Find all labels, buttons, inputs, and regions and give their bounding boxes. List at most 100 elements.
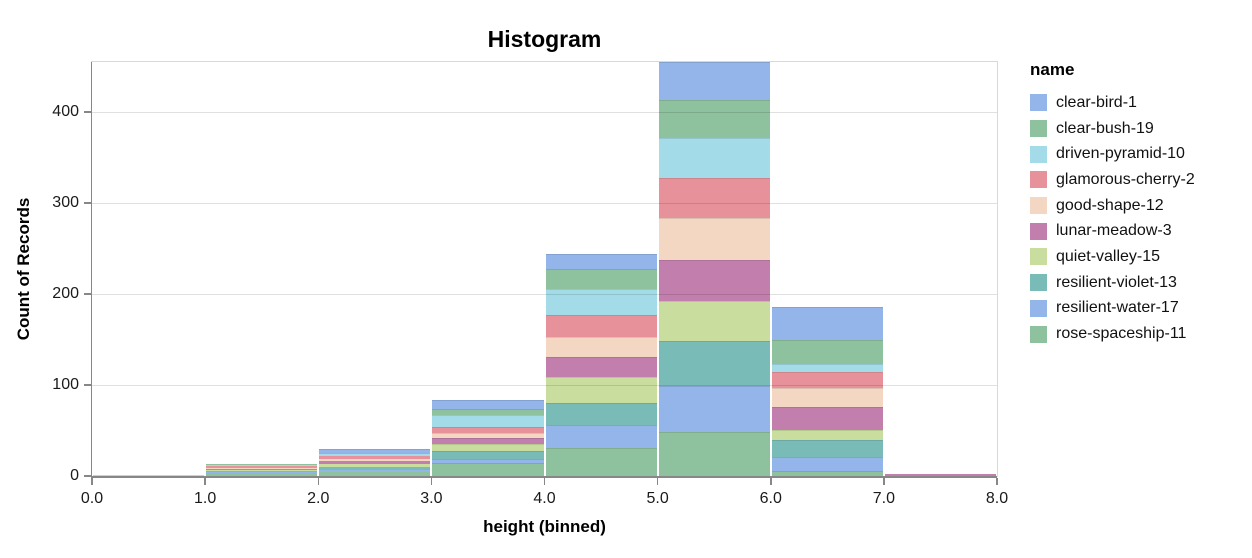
legend-swatch-icon bbox=[1030, 120, 1047, 138]
bar-segment-driven-pyramid-10 bbox=[658, 138, 770, 178]
bar-segment-resilient-water-17 bbox=[432, 458, 544, 464]
bar-segment-rose-spaceship-11 bbox=[771, 471, 883, 476]
bar-segment-lunar-meadow-3 bbox=[432, 437, 544, 445]
bar-segment-rose-spaceship-11 bbox=[545, 447, 657, 476]
legend-label: resilient-violet-13 bbox=[1056, 273, 1177, 291]
y-tick-mark bbox=[84, 293, 91, 295]
legend-label: glamorous-cherry-2 bbox=[1056, 170, 1195, 188]
legend-swatch-icon bbox=[1030, 171, 1047, 189]
bar-segment-driven-pyramid-10 bbox=[545, 289, 657, 315]
bar-segment-resilient-violet-13 bbox=[658, 341, 770, 386]
x-tick-mark bbox=[996, 478, 998, 485]
legend-item: clear-bird-1 bbox=[1030, 90, 1195, 116]
legend-label: clear-bird-1 bbox=[1056, 93, 1137, 111]
x-tick-mark bbox=[883, 478, 885, 485]
legend-item: resilient-violet-13 bbox=[1030, 270, 1195, 296]
bar-segment-lunar-meadow-3 bbox=[319, 461, 431, 465]
x-tick-mark bbox=[317, 478, 319, 485]
bar-segment-quiet-valley-15 bbox=[319, 464, 431, 467]
legend-swatch-icon bbox=[1030, 94, 1047, 112]
bar-segment-clear-bird-1 bbox=[545, 253, 657, 270]
bar-segment-good-shape-12 bbox=[432, 433, 544, 438]
y-tick-mark bbox=[84, 384, 91, 386]
bar-segment-rose-spaceship-11 bbox=[319, 472, 431, 476]
legend-item: lunar-meadow-3 bbox=[1030, 218, 1195, 244]
legend-swatch-icon bbox=[1030, 325, 1047, 343]
bar-segment-lunar-meadow-3 bbox=[206, 468, 318, 470]
legend-label: lunar-meadow-3 bbox=[1056, 222, 1172, 240]
bar-segment-lunar-meadow-3 bbox=[545, 356, 657, 377]
bar-segment-lunar-meadow-3 bbox=[658, 260, 770, 302]
y-axis-line bbox=[90, 62, 92, 478]
bars-layer bbox=[92, 62, 997, 476]
bar-segment-clear-bush-19 bbox=[545, 269, 657, 290]
legend-item: rose-spaceship-11 bbox=[1030, 321, 1195, 347]
bar-segment-driven-pyramid-10 bbox=[771, 364, 883, 373]
x-tick-label: 1.0 bbox=[194, 490, 217, 507]
bar-segment-driven-pyramid-10 bbox=[206, 465, 318, 466]
bar-segment-clear-bush-19 bbox=[206, 464, 318, 466]
x-tick-label: 4.0 bbox=[533, 490, 556, 507]
legend-swatch-icon bbox=[1030, 274, 1047, 292]
bar-segment-resilient-violet-13 bbox=[771, 439, 883, 457]
legend: name clear-bird-1 clear-bush-19 driven-pyr… bbox=[1030, 60, 1195, 347]
legend-label: resilient-water-17 bbox=[1056, 299, 1179, 317]
x-tick-mark bbox=[543, 478, 546, 485]
x-tick-mark bbox=[91, 478, 93, 485]
bar-segment-quiet-valley-15 bbox=[206, 469, 318, 471]
x-tick-label: 7.0 bbox=[872, 490, 895, 507]
legend-item: driven-pyramid-10 bbox=[1030, 141, 1195, 167]
bar-segment-glamorous-cherry-2 bbox=[658, 177, 770, 218]
y-tick-mark bbox=[84, 111, 91, 113]
legend-label: driven-pyramid-10 bbox=[1056, 145, 1185, 163]
legend-swatch-icon bbox=[1030, 145, 1047, 163]
legend-item: quiet-valley-15 bbox=[1030, 244, 1195, 270]
bar-segment-clear-bird-1 bbox=[319, 448, 431, 454]
bar-segment-lunar-meadow-3 bbox=[884, 474, 996, 476]
bar-segment-quiet-valley-15 bbox=[545, 376, 657, 404]
bar-segment-clear-bush-19 bbox=[658, 100, 770, 139]
legend-label: quiet-valley-15 bbox=[1056, 247, 1161, 265]
bar-segment-clear-bush-19 bbox=[771, 339, 883, 365]
y-tick-label: 100 bbox=[52, 376, 79, 393]
bar-segment-driven-pyramid-10 bbox=[432, 415, 544, 427]
bar-segment-glamorous-cherry-2 bbox=[545, 314, 657, 337]
bar-segment-good-shape-12 bbox=[545, 336, 657, 357]
bar-segment-good-shape-12 bbox=[771, 387, 883, 407]
legend-title: name bbox=[1030, 60, 1075, 79]
bar-segment-resilient-water-17 bbox=[319, 469, 431, 473]
bar-segment-resilient-violet-13 bbox=[432, 450, 544, 459]
bar-segment-good-shape-12 bbox=[658, 217, 770, 261]
bar-segment-clear-bird-1 bbox=[658, 62, 770, 101]
plot-area bbox=[92, 62, 997, 476]
legend-swatch-icon bbox=[1030, 248, 1047, 266]
legend-label: good-shape-12 bbox=[1056, 196, 1164, 214]
legend-label: rose-spaceship-11 bbox=[1056, 325, 1187, 343]
x-tick-label: 8.0 bbox=[985, 490, 1009, 507]
chart-title: Histogram bbox=[487, 26, 602, 52]
bar-segment-rose-spaceship-11 bbox=[658, 432, 770, 476]
x-tick-label: 6.0 bbox=[759, 490, 782, 507]
x-tick-label: 2.0 bbox=[307, 490, 330, 507]
bar-segment-glamorous-cherry-2 bbox=[206, 465, 318, 468]
bar-segment-quiet-valley-15 bbox=[771, 429, 883, 440]
x-tick-mark bbox=[770, 478, 772, 485]
bar-segment-clear-bird-1 bbox=[771, 306, 883, 340]
y-tick-label: 400 bbox=[52, 103, 79, 121]
bar-segment-glamorous-cherry-2 bbox=[432, 426, 544, 434]
bar-segment-clear-bush-19 bbox=[319, 453, 431, 455]
x-axis-title: height (binned) bbox=[483, 517, 606, 536]
bar-segment-resilient-violet-13 bbox=[545, 403, 657, 426]
legend-label: clear-bush-19 bbox=[1056, 119, 1154, 137]
bar-segment-clear-bush-19 bbox=[432, 408, 544, 416]
y-tick-label: 0 bbox=[70, 467, 79, 484]
y-tick-label: 200 bbox=[52, 285, 79, 303]
bar-segment-rose-spaceship-11 bbox=[206, 473, 318, 476]
x-tick-label: 3.0 bbox=[420, 490, 443, 507]
y-tick-mark bbox=[84, 475, 91, 477]
x-tick-mark bbox=[204, 478, 206, 485]
legend-item: glamorous-cherry-2 bbox=[1030, 167, 1195, 193]
x-tick-mark bbox=[656, 478, 659, 485]
legend-swatch-icon bbox=[1030, 222, 1047, 240]
